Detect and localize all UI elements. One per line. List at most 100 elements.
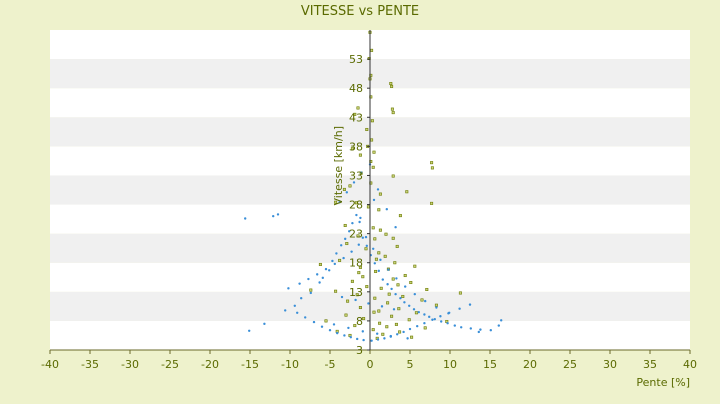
data-point bbox=[397, 307, 401, 311]
y-tick-label: 18 bbox=[349, 257, 363, 270]
data-point bbox=[396, 283, 400, 287]
data-point bbox=[453, 324, 456, 327]
x-axis-label: Pente [%] bbox=[636, 376, 690, 389]
data-point bbox=[401, 294, 405, 298]
y-tick-label: 23 bbox=[349, 228, 363, 241]
data-point bbox=[316, 273, 319, 276]
data-point bbox=[373, 262, 376, 265]
y-tick-label: 8 bbox=[356, 315, 363, 328]
data-point bbox=[383, 254, 387, 258]
data-point bbox=[376, 332, 379, 335]
data-point bbox=[351, 221, 354, 225]
data-point bbox=[372, 310, 376, 314]
x-tick-label: 35 bbox=[643, 358, 657, 371]
data-point bbox=[371, 165, 375, 169]
data-point bbox=[371, 226, 375, 230]
data-point bbox=[324, 267, 328, 271]
data-point bbox=[394, 226, 397, 229]
data-point bbox=[381, 332, 385, 336]
data-point bbox=[365, 285, 369, 289]
y-tick-label: 28 bbox=[349, 199, 363, 212]
data-point bbox=[413, 292, 416, 296]
data-point bbox=[409, 281, 413, 285]
series-points bbox=[244, 30, 503, 342]
data-point bbox=[389, 82, 393, 86]
data-point bbox=[338, 201, 341, 204]
data-point bbox=[390, 84, 394, 88]
data-point bbox=[392, 308, 396, 311]
data-point bbox=[430, 166, 434, 170]
data-point bbox=[497, 324, 500, 327]
data-point bbox=[361, 330, 364, 333]
x-tick-label: -40 bbox=[41, 358, 59, 371]
data-point bbox=[355, 293, 359, 297]
data-point bbox=[373, 237, 377, 241]
data-point bbox=[344, 237, 347, 241]
data-point bbox=[353, 324, 357, 328]
data-point bbox=[342, 187, 346, 191]
data-point bbox=[348, 230, 351, 233]
data-point bbox=[272, 214, 275, 218]
data-point bbox=[366, 205, 370, 209]
data-point bbox=[406, 337, 409, 340]
data-point bbox=[333, 262, 336, 266]
data-point bbox=[364, 247, 368, 251]
data-point bbox=[377, 269, 380, 273]
data-point bbox=[440, 320, 443, 323]
data-point bbox=[386, 301, 390, 305]
data-point bbox=[391, 174, 395, 178]
data-point bbox=[318, 262, 322, 266]
data-point bbox=[391, 277, 395, 281]
data-point bbox=[384, 232, 388, 236]
x-tick-label: -10 bbox=[281, 358, 299, 371]
y-tick-label: 3 bbox=[356, 344, 363, 357]
data-point bbox=[324, 319, 328, 323]
data-point bbox=[385, 208, 388, 211]
data-point bbox=[345, 191, 348, 194]
data-point bbox=[387, 268, 390, 271]
data-point bbox=[420, 298, 424, 302]
data-point bbox=[309, 288, 313, 292]
data-point bbox=[402, 330, 405, 334]
data-point bbox=[358, 265, 362, 269]
x-tick-labels: -40 -35 -30 -25 -20 -15 -10 -5 0 5 10 15 20 25 30 35 40 bbox=[41, 350, 697, 371]
data-point bbox=[356, 106, 360, 110]
data-point bbox=[350, 147, 354, 151]
data-point bbox=[395, 244, 399, 248]
data-point bbox=[347, 326, 350, 330]
data-point bbox=[389, 334, 392, 338]
data-point bbox=[349, 336, 352, 339]
data-point bbox=[354, 201, 358, 205]
data-point bbox=[248, 329, 251, 332]
data-point bbox=[328, 329, 332, 332]
data-point bbox=[331, 259, 334, 263]
data-point bbox=[458, 291, 462, 295]
data-point bbox=[284, 309, 287, 312]
data-point bbox=[370, 339, 373, 342]
data-point bbox=[356, 337, 359, 341]
data-point bbox=[354, 298, 357, 302]
data-point bbox=[431, 318, 434, 321]
data-point bbox=[395, 277, 398, 280]
data-point bbox=[358, 220, 361, 224]
data-point bbox=[394, 322, 398, 326]
data-point bbox=[357, 271, 361, 275]
data-point bbox=[344, 313, 348, 317]
data-point bbox=[374, 257, 378, 261]
data-point bbox=[379, 286, 383, 290]
data-point bbox=[350, 250, 353, 253]
data-point bbox=[364, 235, 368, 239]
data-point bbox=[377, 208, 381, 212]
data-point bbox=[304, 316, 307, 319]
data-point bbox=[356, 234, 360, 238]
data-point bbox=[381, 278, 384, 281]
data-point bbox=[350, 279, 354, 283]
data-point bbox=[403, 301, 406, 304]
data-point bbox=[417, 310, 420, 314]
x-tick-label: 5 bbox=[407, 358, 414, 371]
data-point bbox=[361, 275, 365, 279]
data-point bbox=[370, 119, 374, 123]
data-point bbox=[403, 274, 407, 278]
